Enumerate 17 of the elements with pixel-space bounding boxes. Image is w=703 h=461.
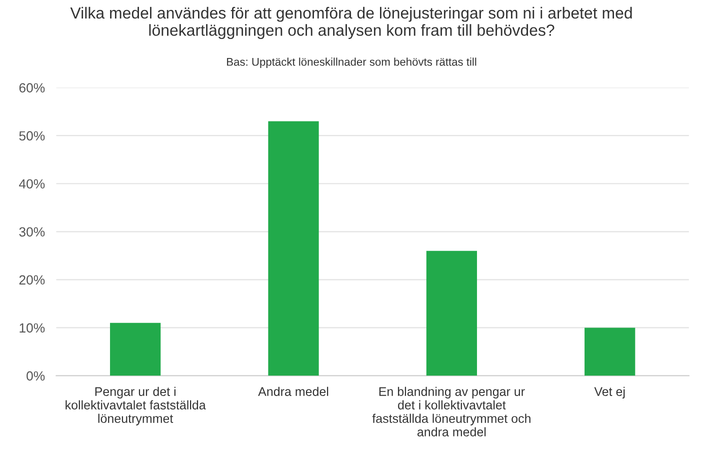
- y-tick-label: 40%: [19, 179, 45, 189]
- x-tick-label: En blandning av pengar ur det i kollektivavtalet fastställda löneutrymmet och andra medel: [372, 386, 530, 436]
- y-tick-label: 10%: [20, 323, 45, 333]
- y-tick-label: 20%: [19, 275, 45, 285]
- x-tick-label: Pengar ur det i kollektivavtalet fastställda löneutrymmet: [66, 386, 206, 426]
- x-tick-label: Vet ej: [594, 386, 625, 398]
- x-tick-label: Andra medel: [258, 386, 328, 396]
- bar: [584, 328, 636, 376]
- bar: [110, 322, 161, 376]
- bar: [268, 121, 319, 376]
- y-tick-label: 50%: [19, 131, 45, 141]
- chart-title: Vilka medel användes för att genomföra de lönejusteringar som ni i arbetet med lönekartläggningen och analysen kom fram till behövdes?: [70, 6, 632, 40]
- y-tick-label: 0%: [26, 371, 45, 381]
- y-tick-label: 60%: [19, 83, 45, 92]
- chart-subtitle: Bas: Upptäckt löneskillnader som behövts rättas till: [227, 58, 476, 68]
- bar: [426, 250, 477, 376]
- y-tick-label: 30%: [19, 227, 45, 237]
